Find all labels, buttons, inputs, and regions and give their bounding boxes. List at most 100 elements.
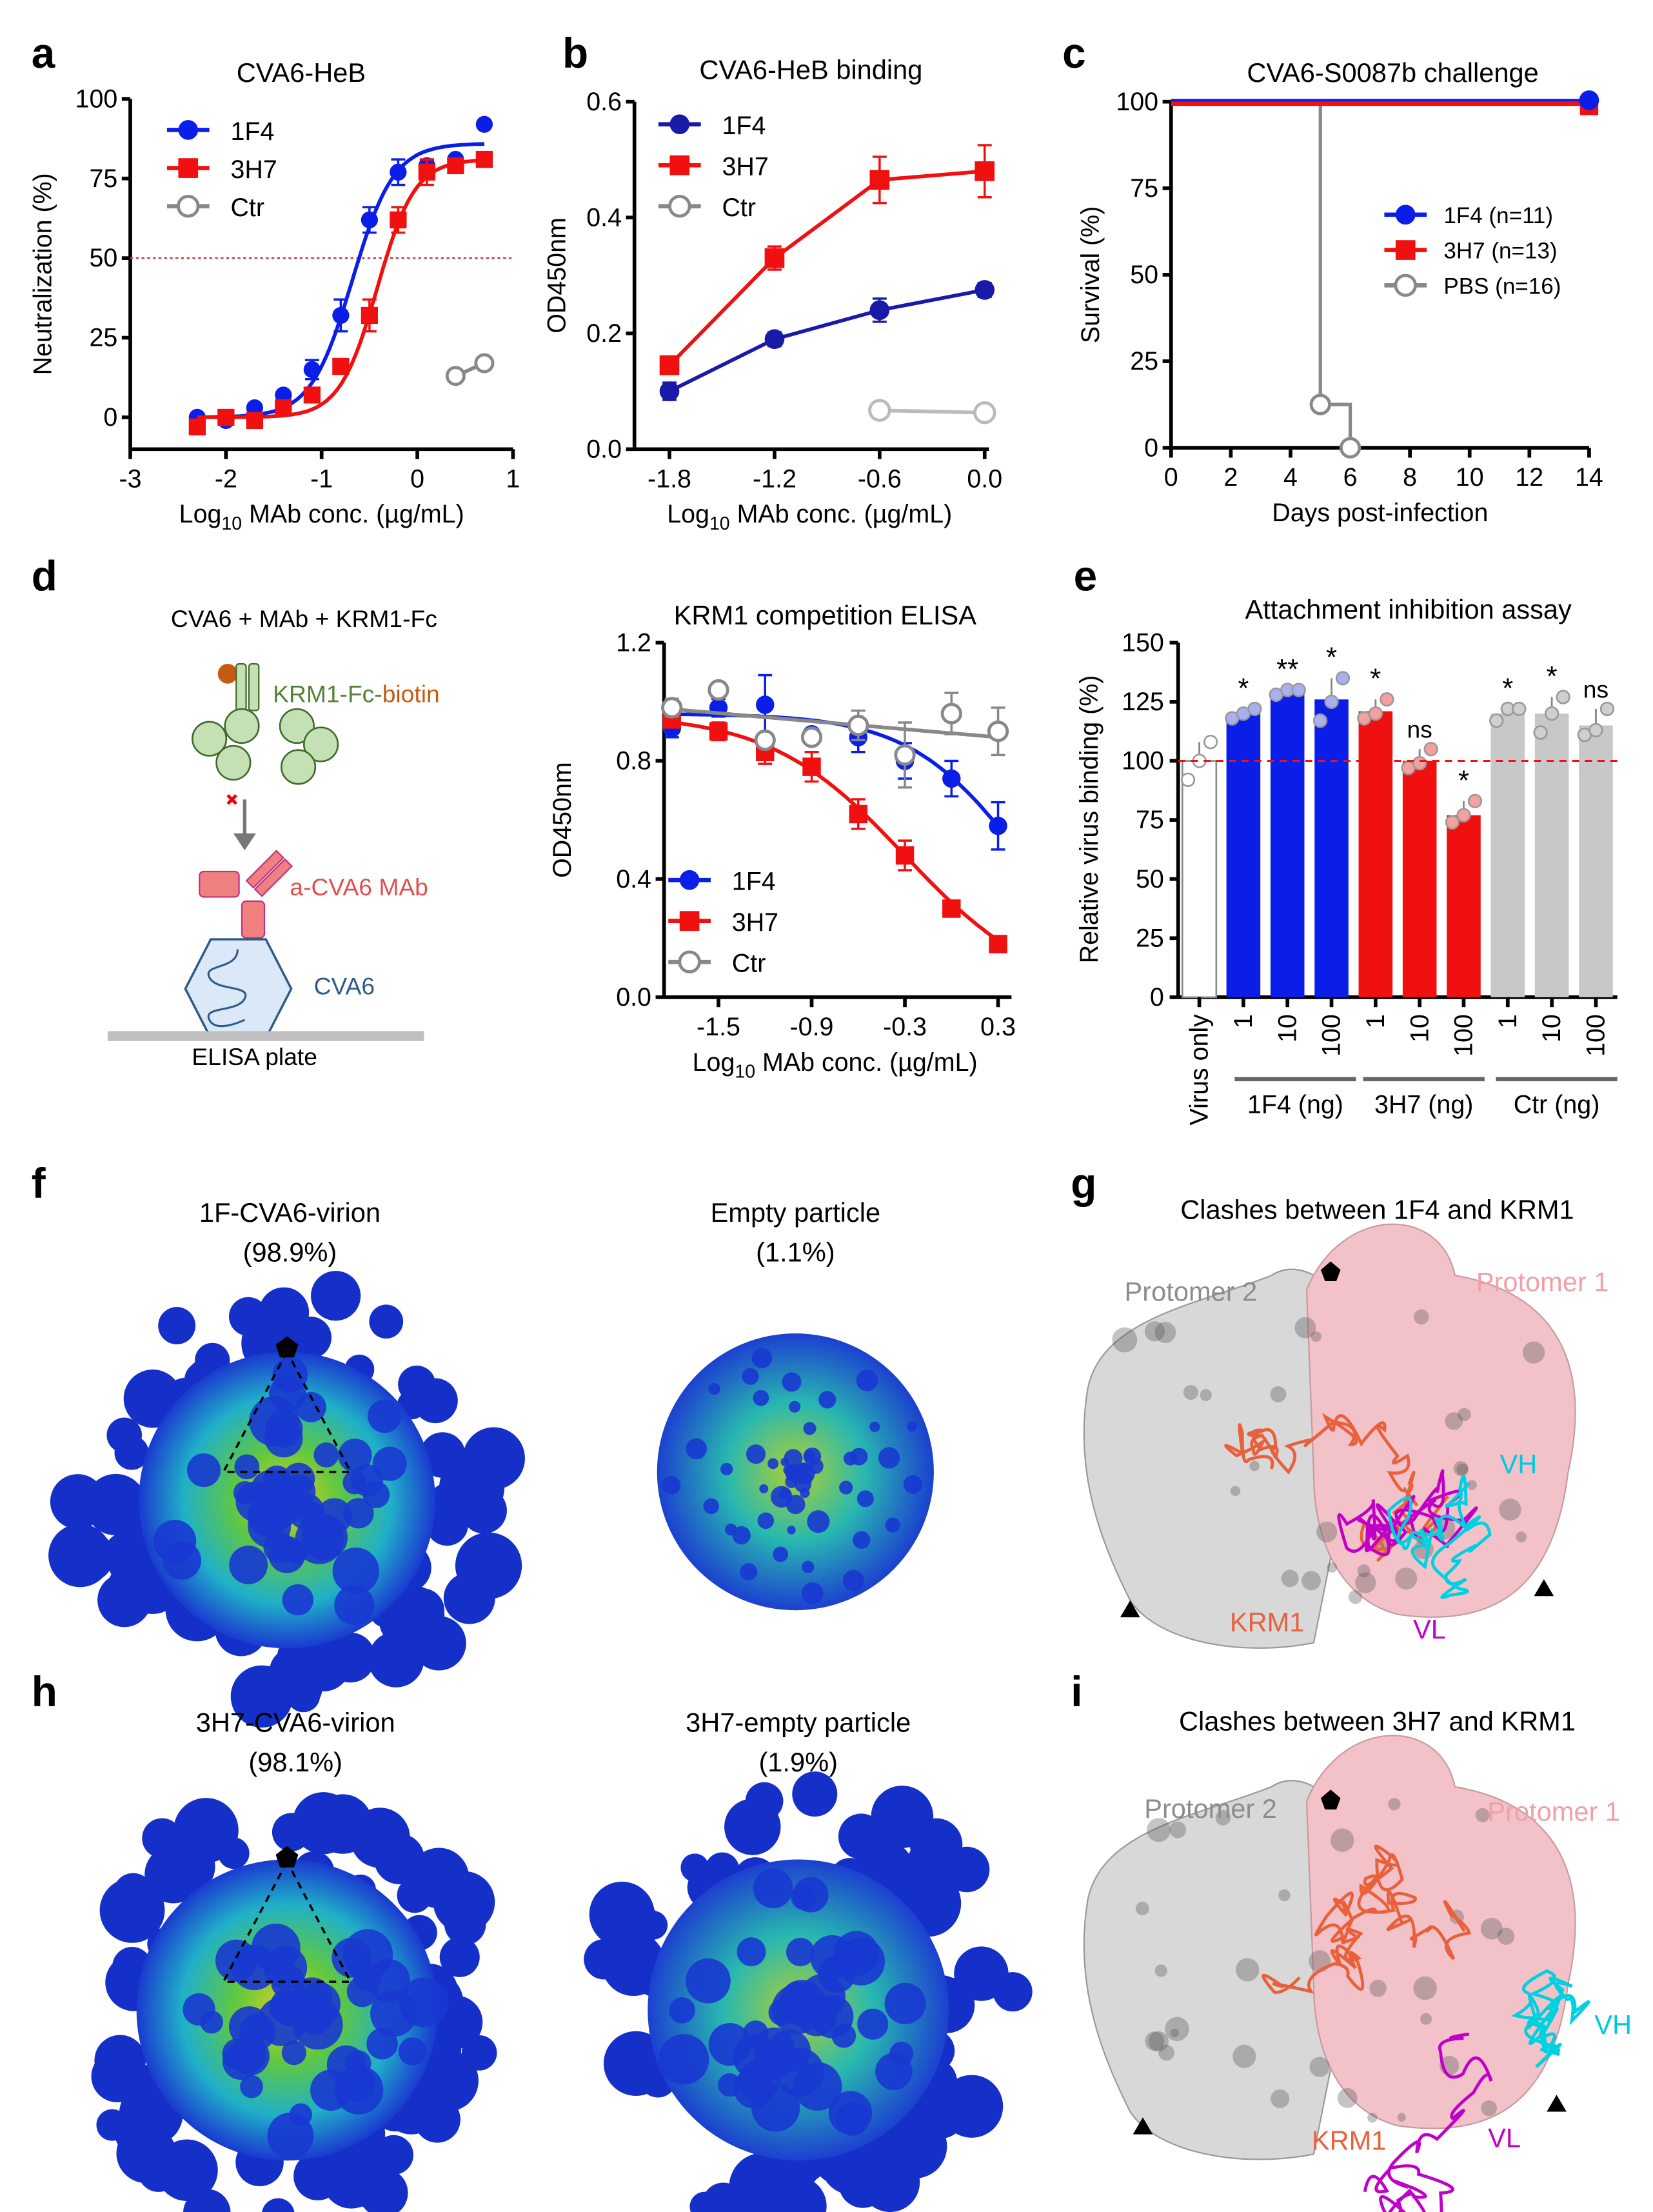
data-point [332,357,350,375]
surface-cavity [1475,1808,1490,1822]
y-tick-label: 75 [1130,174,1158,203]
capsid-pore [790,1466,807,1482]
capsid-pore [740,1563,758,1581]
surface-cavity [1355,1572,1376,1593]
structure-title: Clashes between 1F4 and KRM1 [1180,1195,1574,1225]
data-point [661,697,683,719]
capsid-pore [787,1526,796,1535]
legend-marker [178,158,199,178]
capsid-pore [773,1546,789,1562]
data-point [942,769,961,788]
capsid-pore [800,1488,810,1499]
surface-cavity [1458,1408,1471,1422]
surface-cavity [1309,1950,1331,1973]
legend-marker [1395,204,1416,225]
threefold-triangle-icon [1133,2117,1153,2135]
legend-item-1f4: 1F4 [658,112,766,140]
surface-cavity [1249,1460,1260,1471]
panel-label-f: f [32,1160,46,1207]
surface-cavity [1169,1821,1187,1838]
vl-label: VL [1413,1614,1446,1644]
data-point [973,401,996,424]
significance-label: ** [1276,653,1298,685]
data-point [975,161,995,181]
data-point [445,366,466,386]
bar-group: *1 [1489,672,1527,1028]
surface-cavity [1395,1567,1418,1590]
capsid-pore [757,1512,775,1529]
virus-label: CVA6 [314,973,375,1000]
fab-density [370,1990,417,2037]
replicate-point [1467,793,1483,808]
capsid-pore [885,1517,900,1533]
fab-density [745,1782,784,1820]
x-tick-label: 0 [410,464,424,493]
fab-density [831,2023,856,2048]
capsid-pore [720,1462,733,1476]
legend-item-ctr: Ctr [668,949,766,977]
data-point [474,353,495,374]
surface-cavity [1281,1569,1299,1588]
y-tick-label: 0 [1144,433,1158,462]
x-label-part: MAb conc. (µg/mL) [730,500,953,528]
vh-label: VH [1500,1449,1538,1479]
map-percentage: (98.9%) [243,1237,337,1267]
surface-cavity [1499,1499,1521,1521]
ribbon [1262,1844,1471,1994]
fab-density [343,1498,374,1529]
category-label: 100 [1450,1014,1478,1057]
fivefold-pentagon-icon [275,1846,299,1868]
legend-label: 3H7 [722,153,768,181]
legend-marker [178,120,199,140]
capsid-pore [778,1487,791,1500]
data-point [447,157,464,175]
ribbon [1387,1475,1492,1600]
data-point [708,679,729,701]
y-tick-label: 25 [1130,347,1158,375]
data-point [361,211,379,229]
legend-label: 3H7 (n=13) [1443,239,1557,264]
surface-cavity [1522,1341,1545,1364]
legend-item-1f4: 1F4 [668,867,776,895]
surface-cavity [1165,2017,1189,2042]
data-point [246,412,263,430]
fit-curve [197,142,485,419]
fab-density [603,2031,669,2096]
x-axis-label: Log10 MAb conc. (µg/mL) [667,500,952,534]
replicate-point [1380,692,1394,707]
capsid-pore [753,1390,769,1406]
capsid-pore [801,1582,824,1604]
legend-item-1f4: 1F4 [166,117,274,146]
series-survival [1171,90,1599,459]
capsid-pore [878,1447,900,1469]
fab-density [158,1307,196,1344]
data-point [275,399,292,417]
threefold-triangle-icon [1547,2095,1567,2112]
data-point [868,399,891,422]
series-1f4 [662,673,1007,851]
data-point [849,804,867,824]
bar [1490,713,1525,997]
y-axis-label: OD450nm [548,762,577,878]
legend-item-ctr: Ctr [166,194,264,222]
y-axis-label: Neutralization (%) [28,173,57,375]
data-point [1309,394,1331,415]
ribbon [1224,1413,1449,1562]
surface-cavity [1369,1980,1387,1997]
fivefold-pentagon-icon [275,1336,299,1358]
fab-density [835,2102,870,2136]
fab-density [439,1937,480,1977]
data-point [303,386,321,404]
y-axis-label: OD450nm [542,217,571,334]
data-point [659,355,680,375]
asymmetric-unit-triangle [221,1349,353,1473]
significance-label: ns [1407,716,1432,743]
data-point [894,744,916,766]
y-tick-label: 50 [89,244,117,272]
legend-item-3h7: 3H7 [166,155,277,184]
legend-label: 3H7 [732,908,778,937]
chart-d: KRM1 competition ELISA 0.0 0.4 0.8 1.2 -1.5 -0… [548,600,1016,1082]
x-tick-label: 8 [1403,463,1417,492]
capsid-pore [802,1560,815,1573]
category-label: 10 [1405,1014,1434,1042]
